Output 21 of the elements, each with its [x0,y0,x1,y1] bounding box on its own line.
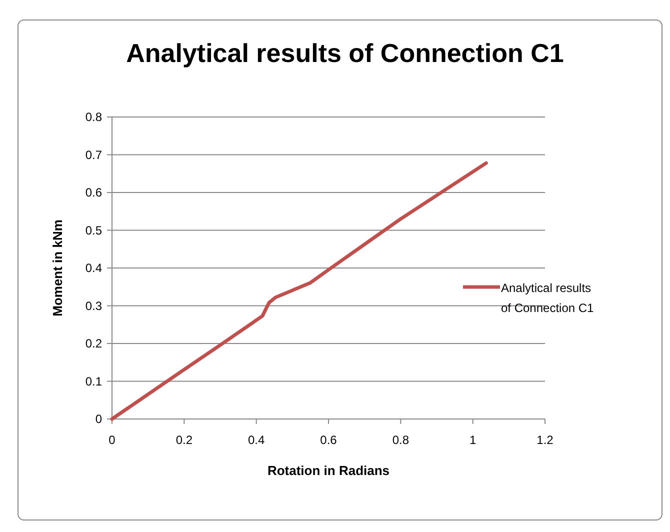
chart-title: Analytical results of Connection C1 [126,38,564,68]
x-tick-label: 1 [469,433,476,447]
y-tick-label: 0 [95,412,102,426]
y-tick-label: 0.8 [85,110,102,124]
y-axis-title: Moment in kNm [50,220,65,316]
y-tick-label: 0.6 [85,186,102,200]
y-tick-label: 0.2 [85,336,102,351]
x-tick-label: 0 [108,433,116,447]
y-tick-label: 0.4 [85,261,102,276]
legend-label: Analytical results of Connection C1 [501,281,594,315]
x-tick-label: 0.4 [248,433,265,447]
y-tick-label: 0.3 [85,298,102,313]
x-tick-label: 0.8 [392,433,410,447]
line-series [110,161,488,421]
y-tick-label: 0.1 [85,374,102,388]
y-tick-label: 0.7 [85,148,102,162]
x-tick-label: 0.2 [176,433,193,447]
x-tick-label: 0.6 [320,433,338,447]
x-axis-title: Rotation in Radians [267,463,390,478]
y-tick-label: 0.5 [85,223,102,238]
x-tick-label: 1.2 [536,433,554,447]
